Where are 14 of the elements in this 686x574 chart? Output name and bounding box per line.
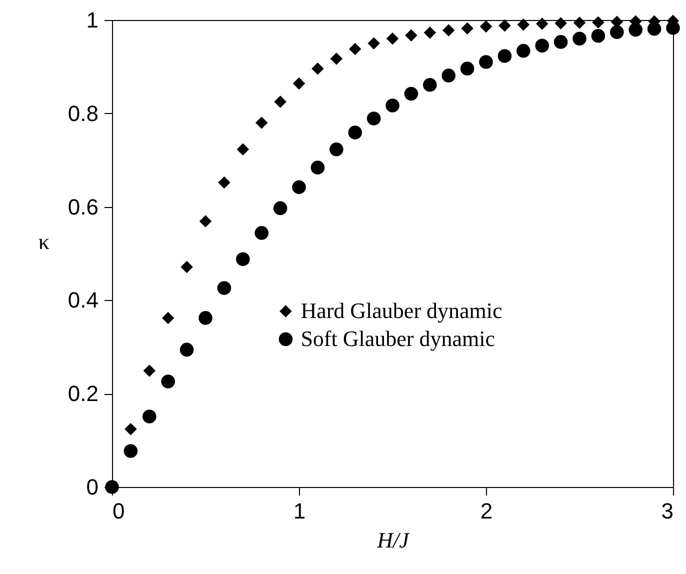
y-tick-label: 0.8: [68, 100, 98, 126]
y-tick-label: 0.2: [68, 381, 98, 406]
y-tick-label: 0.6: [68, 194, 98, 220]
y-tick-label: 1: [86, 8, 98, 32]
y-tick-label: 0: [86, 474, 98, 500]
x-tick-label: 3: [661, 498, 674, 524]
y-axis-title: κ: [38, 229, 50, 254]
x-tick-label: 1: [293, 498, 306, 524]
x-tick-label: 2: [480, 498, 493, 524]
x-axis-title: H/J: [376, 528, 410, 552]
y-tick-label: 0.4: [68, 288, 98, 313]
legend-label: Hard Glauber dynamic: [300, 298, 503, 324]
x-tick-label: 0: [112, 498, 125, 524]
legend-label: Soft Glauber dynamic: [300, 326, 496, 352]
